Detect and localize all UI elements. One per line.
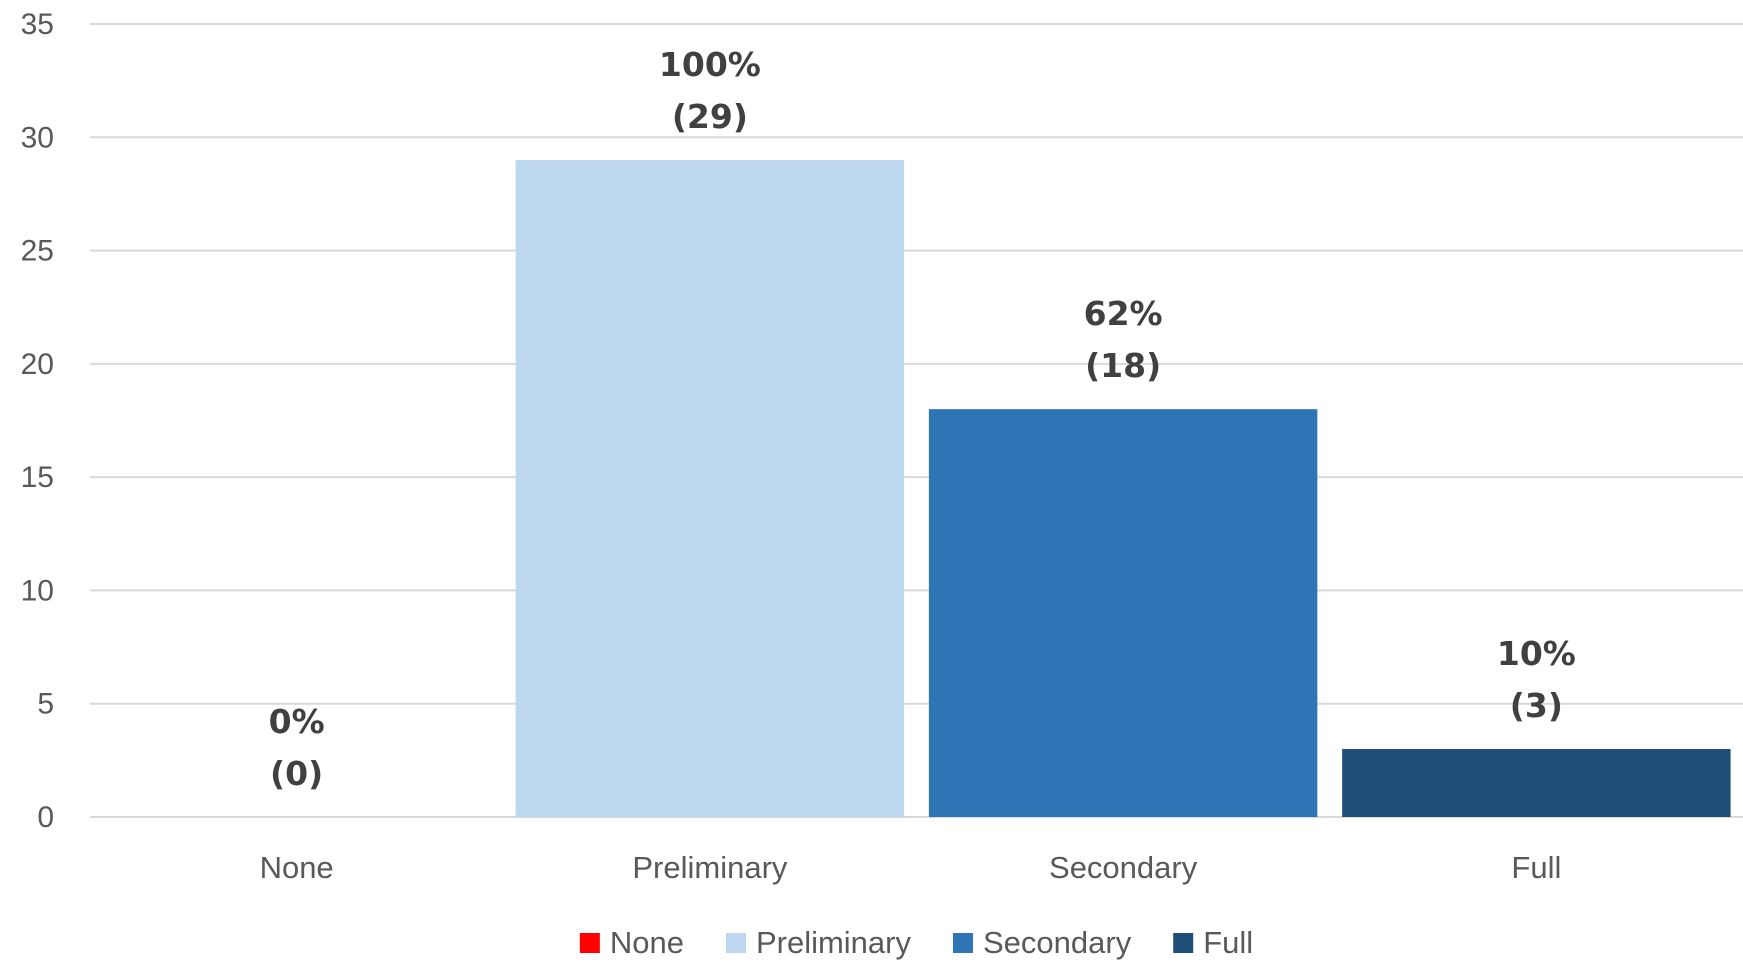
legend-swatch [952, 933, 973, 953]
data-label-count: (3) [1510, 686, 1563, 725]
x-axis-categories: None Preliminary Secondary Full [260, 850, 1562, 885]
bar-full [1342, 749, 1731, 817]
y-tick-label: 25 [21, 235, 54, 268]
legend-item-preliminary: Preliminary [725, 925, 912, 960]
legend-label: Preliminary [756, 925, 912, 960]
legend-label: Secondary [983, 925, 1132, 960]
legend-item-secondary: Secondary [952, 925, 1132, 960]
data-label-percent: 100% [659, 45, 761, 84]
y-axis-ticks: 0 5 10 15 20 25 30 35 [21, 8, 54, 834]
legend-label: None [610, 925, 684, 960]
x-category-label: None [260, 850, 334, 885]
y-tick-label: 10 [21, 574, 54, 607]
y-tick-label: 35 [21, 8, 54, 41]
data-label-percent: 0% [269, 702, 325, 741]
bar-secondary [928, 409, 1318, 817]
bars [515, 159, 1731, 817]
gridlines [90, 23, 1743, 818]
y-tick-label: 15 [21, 461, 54, 494]
y-tick-label: 5 [37, 688, 54, 721]
legend-swatch [579, 933, 600, 953]
y-tick-label: 30 [21, 121, 54, 154]
legend: None Preliminary Secondary Full [579, 925, 1253, 960]
legend-swatch [1173, 933, 1194, 953]
legend-label: Full [1203, 925, 1253, 960]
x-category-label: Preliminary [632, 850, 788, 885]
data-label-count: (0) [270, 754, 323, 793]
legend-item-full: Full [1173, 925, 1253, 960]
legend-swatch [725, 933, 746, 953]
data-label-count: (29) [672, 97, 748, 136]
data-label-percent: 62% [1084, 294, 1163, 333]
data-label-count: (18) [1085, 346, 1161, 385]
y-tick-label: 0 [37, 801, 54, 834]
x-category-label: Secondary [1049, 850, 1198, 885]
x-category-label: Full [1511, 850, 1561, 885]
data-label-percent: 10% [1497, 634, 1576, 673]
legend-item-none: None [579, 925, 684, 960]
y-tick-label: 20 [21, 348, 54, 381]
data-labels: 0% (0) 100% (29) 62% (18) 10% (3) [269, 45, 1576, 793]
bar-preliminary [515, 159, 905, 817]
